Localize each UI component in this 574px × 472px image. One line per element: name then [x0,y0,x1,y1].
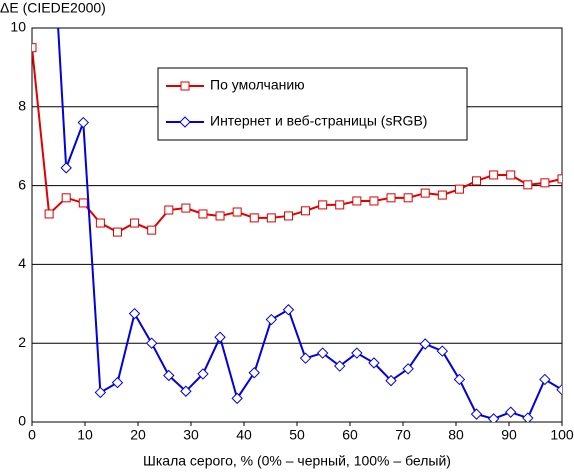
y-tick-label: 2 [18,334,26,350]
y-tick-label: 0 [18,413,26,429]
x-tick-label: 20 [130,427,146,443]
legend-label: Интернет и веб-страницы (sRGB) [210,113,427,129]
x-tick-label: 0 [28,427,36,443]
x-tick-label: 40 [236,427,252,443]
marker [351,347,363,359]
marker [198,209,208,219]
marker [352,196,362,206]
marker [419,338,431,350]
marker [265,313,278,326]
y-tick-label: 4 [18,255,26,271]
x-tick-label: 10 [77,427,93,443]
marker [214,331,226,343]
x-tick-label: 50 [289,427,305,443]
marker [111,376,124,389]
legend-marker [180,81,190,91]
legend-label: По умолчанию [210,77,305,93]
x-tick-label: 90 [501,427,517,443]
marker [557,174,562,184]
marker [523,180,533,190]
marker [334,360,346,372]
marker [385,374,397,387]
marker [95,218,105,228]
marker [283,211,293,221]
y-tick-label: 6 [18,176,26,192]
x-tick-label: 30 [183,427,199,443]
marker [301,206,311,216]
marker [539,373,551,386]
chart-title: ΔE (CIEDE2000) [0,0,106,16]
marker [180,385,192,397]
marker [436,345,449,357]
marker [181,203,191,213]
marker [145,337,158,349]
marker [454,184,464,194]
marker [386,193,396,203]
marker [128,307,141,320]
marker [282,304,295,316]
marker [540,178,550,188]
marker [249,213,259,223]
marker [231,392,243,405]
x-axis-label: Шкала серого, % (0% – черный, 100% – бел… [143,453,451,469]
marker [318,200,328,210]
marker [489,170,499,180]
marker [112,227,122,237]
series-group [32,28,562,422]
marker [32,43,37,53]
marker [215,211,225,221]
marker [420,188,430,198]
marker [556,383,562,396]
marker [130,218,140,228]
marker [369,196,379,206]
marker [437,190,447,200]
marker [335,200,345,210]
marker [403,193,413,203]
marker [94,386,107,399]
marker [299,352,312,364]
marker [522,412,534,422]
marker [316,347,329,359]
marker [163,369,175,382]
series-line [57,28,562,420]
marker [266,213,276,223]
marker [402,363,414,375]
marker [472,176,482,186]
marker [248,367,260,379]
marker [44,209,54,219]
y-tick-label: 10 [10,19,26,35]
marker [60,162,72,174]
marker [77,116,90,129]
y-tick-label: 8 [18,98,26,114]
x-tick-label: 100 [550,427,574,443]
marker [197,368,209,380]
marker [368,357,380,369]
legend-box [157,67,468,141]
x-tick-label: 60 [342,427,358,443]
marker [78,198,88,208]
marker [504,406,517,418]
x-tick-label: 80 [448,427,464,443]
marker [61,193,71,203]
marker [147,225,157,235]
plot-frame [31,27,563,423]
legend-marker [179,116,191,128]
marker [506,170,516,180]
marker [164,205,174,215]
marker [487,413,500,422]
marker [232,207,242,217]
marker [470,408,483,420]
marker [453,373,466,386]
x-tick-label: 70 [395,427,411,443]
